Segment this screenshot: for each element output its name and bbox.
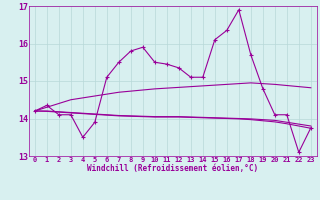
X-axis label: Windchill (Refroidissement éolien,°C): Windchill (Refroidissement éolien,°C) (87, 164, 258, 173)
